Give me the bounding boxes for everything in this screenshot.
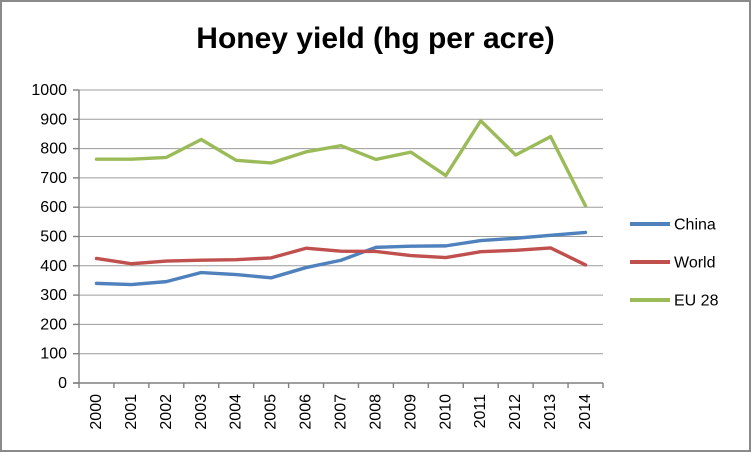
y-tick-label: 200 — [40, 316, 67, 333]
chart-title: Honey yield (hg per acre) — [196, 22, 555, 55]
x-tick-label-2012: 2012 — [507, 394, 524, 430]
legend-label-china: China — [674, 217, 716, 234]
y-tick-label: 1000 — [31, 82, 67, 99]
series-line-world[interactable] — [94, 246, 588, 267]
x-tick-label-2001: 2001 — [123, 394, 140, 430]
y-tick-label: 700 — [40, 170, 67, 187]
x-tick-label-2004: 2004 — [228, 394, 245, 430]
y-tick-label: 0 — [58, 375, 67, 392]
y-tick-label: 600 — [40, 199, 67, 216]
x-tick-label-2011: 2011 — [472, 394, 489, 429]
x-tick-label-2005: 2005 — [263, 394, 280, 430]
x-tick-label-2007: 2007 — [333, 394, 350, 430]
legend-item-china[interactable]: China — [630, 217, 716, 234]
x-tick-label-2000: 2000 — [88, 394, 105, 430]
y-tick-label: 400 — [40, 258, 67, 275]
legend-item-eu-28[interactable]: EU 28 — [630, 293, 719, 310]
x-tick-label-2013: 2013 — [542, 394, 559, 430]
legend-label-world: World — [674, 255, 716, 272]
y-tick-label: 900 — [40, 111, 67, 128]
x-tick-label-2010: 2010 — [437, 394, 454, 430]
x-tick-label-2006: 2006 — [298, 394, 315, 430]
y-tick-label: 300 — [40, 287, 67, 304]
x-tick-label-2002: 2002 — [158, 394, 175, 430]
y-tick-label: 500 — [40, 229, 67, 246]
y-tick-label: 100 — [40, 346, 67, 363]
x-tick-label-2009: 2009 — [402, 394, 419, 430]
series-line-china[interactable] — [94, 230, 588, 287]
x-tick-label-2008: 2008 — [367, 394, 384, 430]
legend-label-eu-28: EU 28 — [674, 293, 719, 310]
x-tick-label-2014: 2014 — [577, 394, 594, 430]
y-tick-label: 800 — [40, 141, 67, 158]
series-line-eu-28[interactable] — [94, 119, 588, 208]
legend-item-world[interactable]: World — [630, 255, 716, 272]
x-tick-label-2003: 2003 — [193, 394, 210, 430]
